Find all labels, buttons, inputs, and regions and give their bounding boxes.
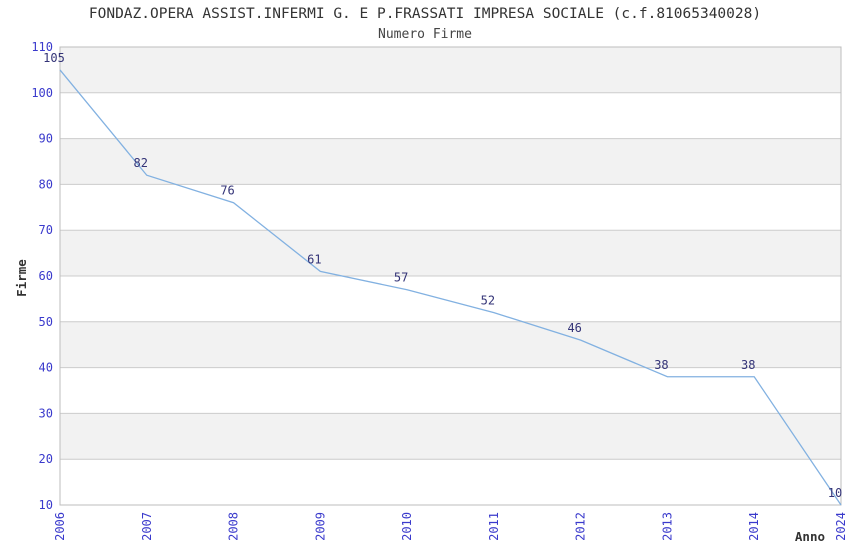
y-tick-label: 110 [31,40,53,54]
data-label: 105 [43,51,65,65]
y-tick-label: 40 [39,361,53,375]
y-tick-label: 10 [39,498,53,512]
data-label: 57 [394,271,408,285]
data-line [59,69,842,506]
x-tick-label: 2012 [574,512,588,541]
y-tick-label: 70 [39,223,53,237]
plot-band [60,321,841,368]
y-tick-label: 90 [39,132,53,146]
x-tick-label: 2006 [53,512,67,541]
y-axis-title: Firme [14,259,29,297]
x-tick-label: 2007 [140,512,154,541]
y-tick-label: 50 [39,315,53,329]
data-label: 46 [567,321,581,335]
y-tick-label: 100 [31,86,53,100]
x-tick-label: 2010 [400,512,414,541]
data-label: 38 [741,358,755,372]
chart-subtitle: Numero Firme [378,27,472,42]
x-tick-label: 2011 [487,512,501,541]
plot-band [60,47,841,93]
x-tick-label: 2009 [313,512,327,541]
data-label: 10 [828,486,842,500]
plot-band [60,413,841,460]
data-label: 61 [307,252,321,266]
x-tick-label: 2014 [747,512,761,541]
x-tick-label: 2024 [834,512,848,541]
data-label: 82 [134,156,148,170]
x-tick-label: 2013 [660,512,674,541]
x-axis-title: Anno [795,529,825,544]
chart-title: FONDAZ.OPERA ASSIST.INFERMI G. E P.FRASS… [88,6,762,22]
y-tick-label: 60 [39,269,53,283]
plot-band [60,138,841,185]
data-label: 52 [481,294,495,308]
plot-band [60,230,841,276]
data-label: 38 [654,358,668,372]
data-label: 76 [220,184,234,198]
plot-border [59,46,842,506]
y-tick-label: 20 [39,452,53,466]
y-tick-label: 30 [39,406,53,420]
y-tick-label: 80 [39,177,53,191]
x-tick-label: 2008 [227,512,241,541]
